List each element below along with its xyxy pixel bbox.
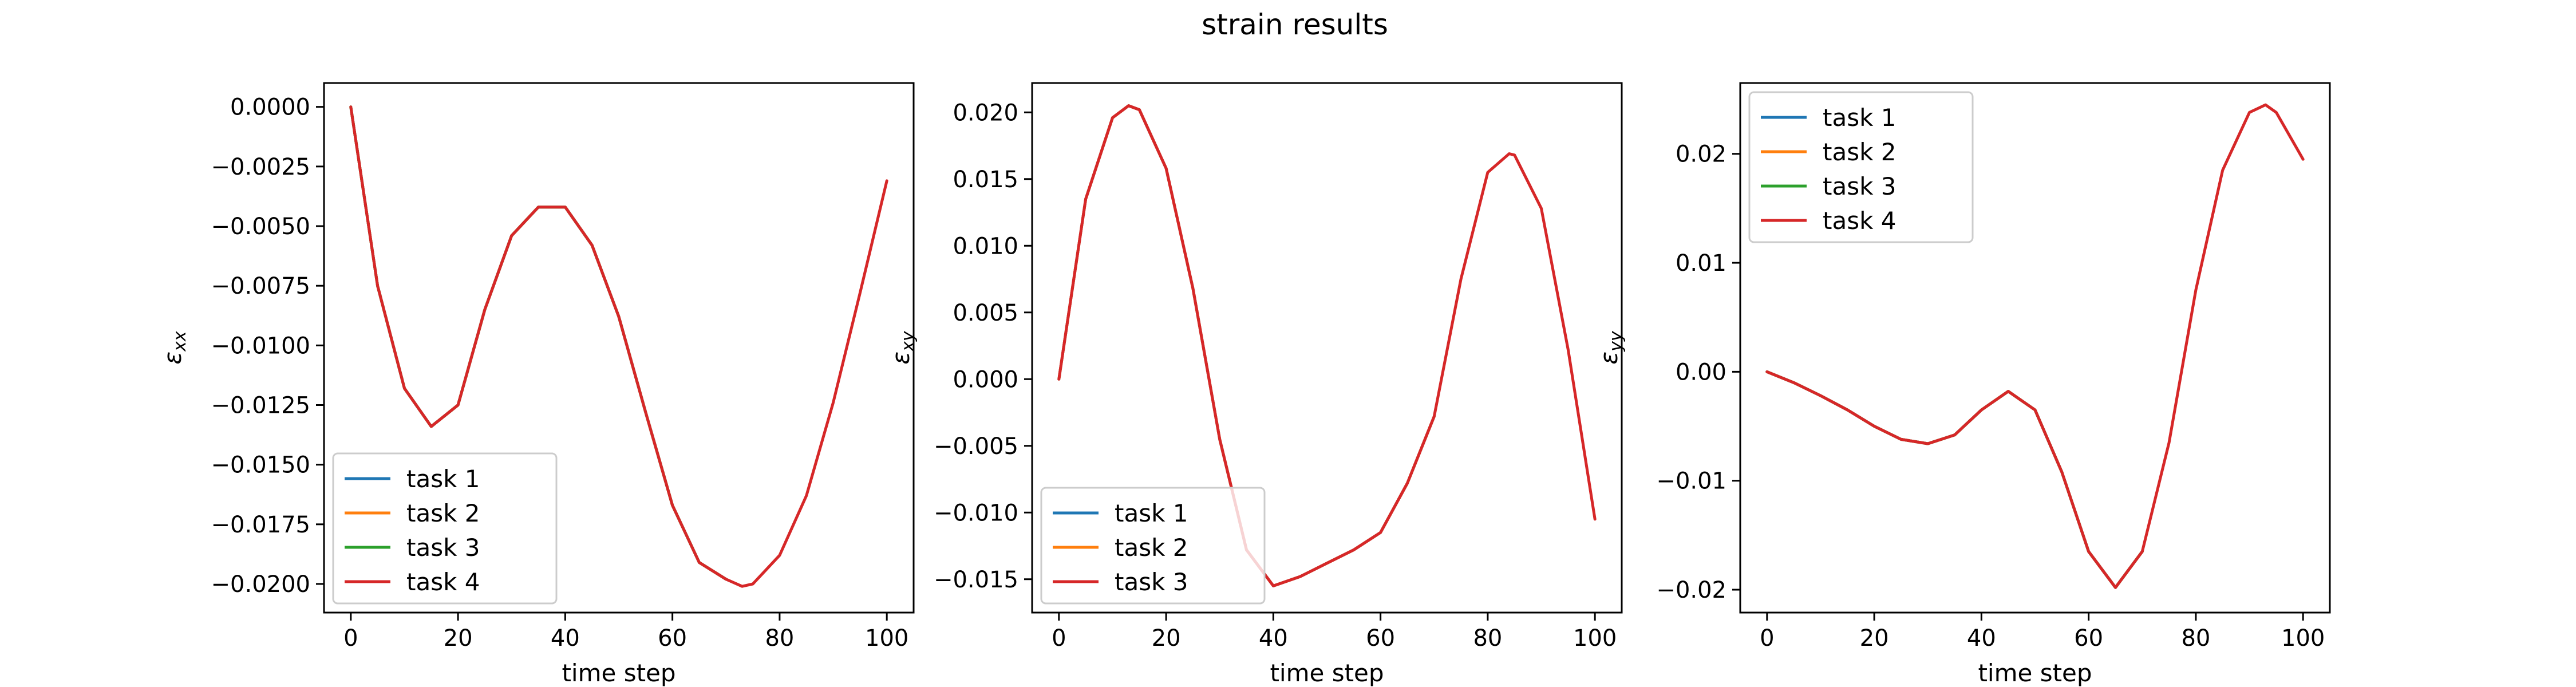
- x-tick-label: 0: [1760, 625, 1774, 652]
- y-tick-label: −0.0100: [211, 333, 310, 359]
- legend: task 1 task 2 task 3 task 4: [332, 452, 558, 605]
- y-tick-label: −0.0025: [211, 154, 310, 180]
- x-tick-label: 80: [1473, 625, 1502, 652]
- y-tick-label: −0.0200: [211, 571, 310, 598]
- y-tick-label: 0.000: [953, 366, 1018, 393]
- subplot-2: 0 20 40 60 80 100 0.020 0.015 0.010 0.005 0.000 −0.…: [887, 82, 1623, 687]
- y-axis-label: εyy: [1595, 330, 1626, 364]
- y-axis-label: εxx: [159, 331, 190, 364]
- axes-frame: [1739, 82, 2331, 614]
- x-tick-label: 40: [1259, 625, 1288, 652]
- y-tick-label: −0.0175: [211, 512, 310, 538]
- legend-label: task 4: [1823, 207, 1896, 235]
- y-tick-label: 0.020: [953, 100, 1018, 126]
- legend-label: task 2: [1115, 534, 1188, 562]
- legend-label: task 3: [406, 534, 480, 562]
- x-tick-label: 0: [343, 625, 358, 652]
- y-tick-label: −0.0075: [211, 273, 310, 299]
- x-tick-label: 100: [2281, 625, 2325, 652]
- figure-suptitle: strain results: [1202, 8, 1388, 41]
- y-tick-label: 0.0000: [230, 94, 310, 121]
- x-tick-label: 20: [1152, 625, 1181, 652]
- x-tick-label: 60: [2074, 625, 2103, 652]
- x-axis-label: time step: [1978, 659, 2092, 687]
- y-tick-label: −0.0125: [211, 393, 310, 419]
- x-tick-label: 0: [1052, 625, 1066, 652]
- legend-label: task 3: [1115, 568, 1188, 596]
- y-tick-label: 0.005: [953, 300, 1018, 326]
- series-lines: [1765, 103, 2305, 589]
- series-lines: [349, 105, 888, 588]
- x-tick-label: 100: [865, 625, 908, 652]
- x-tick-label: 40: [1967, 625, 1996, 652]
- legend-frame: [332, 452, 558, 605]
- y-tick-label: −0.0050: [211, 214, 310, 240]
- legend-label: task 1: [1115, 499, 1188, 527]
- x-tick-label: 100: [1573, 625, 1617, 652]
- legend: task 1 task 2 task 3: [1040, 487, 1266, 605]
- x-tick-label: 20: [1860, 625, 1889, 652]
- legend-label: task 4: [406, 568, 480, 596]
- x-tick-label: 60: [1366, 625, 1395, 652]
- legend-label: task 2: [1823, 138, 1896, 166]
- legend-frame: [1040, 487, 1266, 605]
- y-tick-label: −0.02: [1656, 577, 1726, 603]
- y-tick-label: 0.00: [1676, 359, 1726, 385]
- x-axis-label: time step: [562, 659, 675, 687]
- series-line-task-4: [349, 105, 888, 588]
- legend-frame: [1748, 91, 1974, 243]
- legend: task 1 task 2 task 3 task 4: [1748, 91, 1974, 243]
- y-tick-label: −0.015: [934, 567, 1018, 593]
- x-tick-label: 60: [658, 625, 687, 652]
- legend-label: task 1: [1823, 104, 1896, 132]
- x-tick-label: 80: [765, 625, 794, 652]
- y-tick-label: 0.015: [953, 167, 1018, 193]
- x-tick-label: 80: [2181, 625, 2210, 652]
- series-line-task-3: [1057, 104, 1597, 587]
- y-tick-label: −0.005: [934, 433, 1018, 460]
- axes-frame: [323, 82, 915, 614]
- subplot-1: 0 20 40 60 80 100 0.0000 −0.0025 −0.0050 −0.0075 −…: [159, 82, 915, 687]
- axes-frame: [1031, 82, 1623, 614]
- y-tick-label: −0.01: [1656, 468, 1726, 495]
- x-tick-label: 40: [551, 625, 580, 652]
- y-tick-label: 0.02: [1676, 141, 1726, 168]
- legend-label: task 2: [406, 499, 480, 527]
- subplot-3: 0 20 40 60 80 100 0.02 0.01 0.00 −0.01 −0.02 time s…: [1595, 82, 2331, 687]
- y-tick-label: −0.010: [934, 500, 1018, 526]
- x-tick-label: 20: [444, 625, 473, 652]
- subplot-panels: 0 20 40 60 80 1000.0000−0.0025−0.0050−0.0075−…: [159, 82, 2331, 687]
- x-axis-label: time step: [1270, 659, 1384, 687]
- y-tick-label: 0.010: [953, 233, 1018, 259]
- legend-label: task 1: [406, 465, 480, 493]
- legend-label: task 3: [1823, 172, 1896, 200]
- series-line-task-4: [1765, 103, 2305, 589]
- y-tick-label: −0.0150: [211, 452, 310, 479]
- y-axis-label: εxy: [887, 330, 918, 364]
- y-tick-label: 0.01: [1676, 250, 1726, 277]
